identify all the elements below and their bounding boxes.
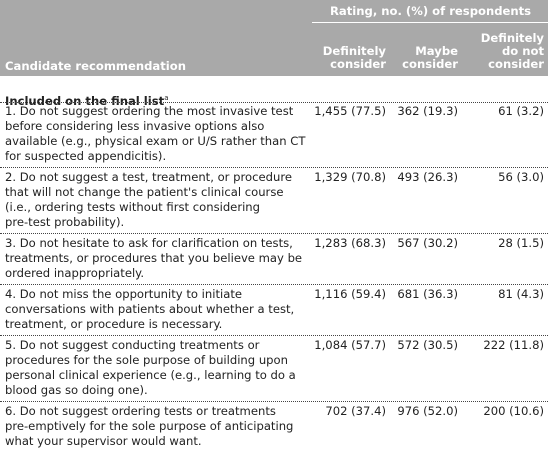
header-band bbox=[0, 0, 548, 76]
column-header: Definitely bbox=[322, 44, 386, 58]
row-divider bbox=[0, 167, 548, 168]
row-divider bbox=[0, 335, 548, 336]
recommendation-text: 1. Do not suggest ordering the most inva… bbox=[5, 104, 294, 118]
recommendation-text: pre-emptively for the sole purpose of an… bbox=[5, 419, 294, 433]
rating-cell: 493 (26.3) bbox=[397, 170, 458, 184]
row-divider bbox=[0, 102, 548, 103]
rating-cell: 567 (30.2) bbox=[397, 236, 458, 250]
rating-cell: 61 (3.2) bbox=[498, 104, 544, 118]
recommendation-text: available (e.g., physical exam or U/S ra… bbox=[5, 134, 306, 148]
recommendation-text: 5. Do not suggest conducting treatments … bbox=[5, 338, 260, 352]
section-title-text: Included on the final list bbox=[5, 93, 165, 108]
column-header: do not bbox=[501, 44, 544, 58]
rating-cell: 1,455 (77.5) bbox=[314, 104, 386, 118]
recommendation-text: what your supervisor would want. bbox=[5, 434, 202, 448]
section-title: Included on the final lista bbox=[5, 91, 169, 109]
rating-cell: 200 (10.6) bbox=[483, 404, 544, 418]
row-divider bbox=[0, 233, 548, 234]
column-header: consider bbox=[330, 57, 386, 71]
recommendation-text: ordered inappropriately. bbox=[5, 266, 145, 280]
recommendation-text: 4. Do not miss the opportunity to initia… bbox=[5, 287, 243, 301]
rating-cell: 28 (1.5) bbox=[498, 236, 544, 250]
rating-cell: 1,283 (68.3) bbox=[314, 236, 386, 250]
column-header: consider bbox=[488, 57, 544, 71]
row-divider bbox=[0, 284, 548, 285]
recommendation-text: 2. Do not suggest a test, treatment, or … bbox=[5, 170, 292, 184]
recommendation-text: before considering less invasive options… bbox=[5, 119, 265, 133]
column-header: consider bbox=[402, 57, 458, 71]
rating-cell: 81 (4.3) bbox=[498, 287, 544, 301]
recommendation-text: treatments, or procedures that you belie… bbox=[5, 251, 303, 265]
recommendation-text: (i.e., ordering tests without first cons… bbox=[5, 200, 261, 214]
recommendation-text: pre-test probability). bbox=[5, 215, 125, 229]
rating-cell: 1,084 (57.7) bbox=[314, 338, 386, 352]
recommendation-text: blood gas so doing one). bbox=[5, 383, 148, 397]
recommendation-text: conversations with patients about whethe… bbox=[5, 302, 295, 316]
rating-cell: 1,116 (59.4) bbox=[314, 287, 386, 301]
recommendation-text: personal clinical experience (e.g., lear… bbox=[5, 368, 296, 382]
rating-cell: 572 (30.5) bbox=[397, 338, 458, 352]
group-title: Rating, no. (%) of respondents bbox=[330, 4, 532, 18]
recommendation-text: that will not change the patient's clini… bbox=[5, 185, 284, 199]
recommendation-text: 3. Do not hesitate to ask for clarificat… bbox=[5, 236, 293, 250]
rating-cell: 681 (36.3) bbox=[397, 287, 458, 301]
column-header: Definitely bbox=[480, 31, 544, 45]
column-header: Maybe bbox=[415, 44, 458, 58]
rating-cell: 222 (11.8) bbox=[483, 338, 544, 352]
recommendation-text: for suspected appendicitis). bbox=[5, 149, 167, 163]
rating-cell: 976 (52.0) bbox=[397, 404, 458, 418]
recommendation-text: 6. Do not suggest ordering tests or trea… bbox=[5, 404, 276, 418]
recommendation-text: procedures for the sole purpose of build… bbox=[5, 353, 288, 367]
rating-cell: 56 (3.0) bbox=[498, 170, 544, 184]
rating-cell: 1,329 (70.8) bbox=[314, 170, 386, 184]
column-header: Candidate recommendation bbox=[5, 59, 186, 73]
rating-cell: 702 (37.4) bbox=[325, 404, 386, 418]
footnote-marker: a bbox=[164, 94, 169, 102]
rating-cell: 362 (19.3) bbox=[397, 104, 458, 118]
group-rule bbox=[312, 22, 548, 23]
row-divider bbox=[0, 401, 548, 402]
recommendation-text: treatment, or procedure is necessary. bbox=[5, 317, 223, 331]
